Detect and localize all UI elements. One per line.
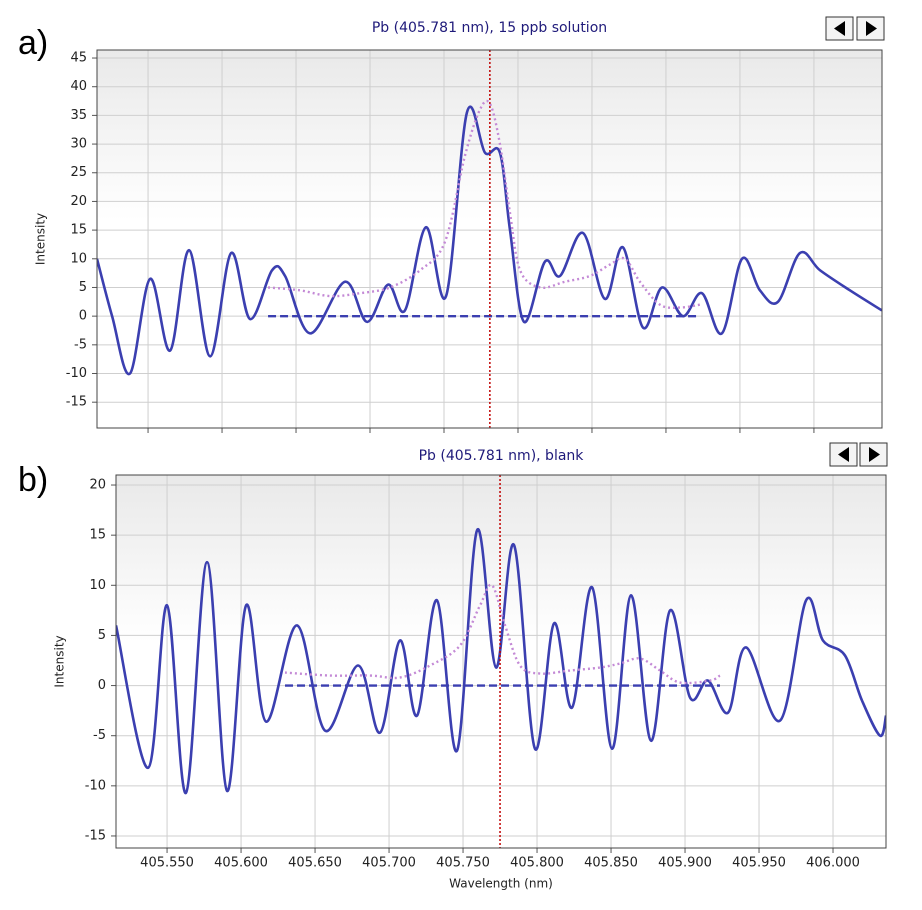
x-tick-label: 405.750 <box>436 856 490 871</box>
y-tick-label: 25 <box>70 165 87 180</box>
y-tick-label: -10 <box>66 366 87 381</box>
y-tick-label: -5 <box>93 728 106 743</box>
plot-frame <box>96 49 883 429</box>
nav-buttons-a <box>825 16 885 41</box>
y-tick-label: 15 <box>70 223 87 238</box>
x-tick-label: 405.700 <box>362 856 416 871</box>
y-tick-label: -10 <box>85 778 106 793</box>
y-tick-label: -15 <box>85 828 106 843</box>
y-tick-label: 10 <box>89 578 106 593</box>
x-tick-label: 405.850 <box>584 856 638 871</box>
plot-background <box>116 475 886 848</box>
x-tick-label: 405.800 <box>510 856 564 871</box>
chart-panel: b) Pb (405.781 nm), blank 20 15 10 5 0 -5 -10 -15… <box>18 448 887 891</box>
y-tick-label: 0 <box>79 309 87 324</box>
x-tick-label: 405.600 <box>214 856 268 871</box>
y-tick-label: 15 <box>89 528 106 543</box>
y-tick-label: 10 <box>70 251 87 266</box>
x-tick-label: 405.550 <box>140 856 194 871</box>
y-tick-label: 20 <box>70 194 87 209</box>
x-tick-label: 405.650 <box>288 856 342 871</box>
y-tick-label: 40 <box>70 79 87 94</box>
nav-buttons-b <box>829 442 888 467</box>
series-line <box>284 583 721 685</box>
y-tick-label: 5 <box>79 280 87 295</box>
x-tick-label: 406.000 <box>806 856 860 871</box>
chart-panel: a) Pb (405.781 nm), 15 ppb solution 45 40 35… <box>18 20 883 433</box>
y-tick-label: 35 <box>70 108 87 123</box>
series-line <box>97 105 882 376</box>
series-line <box>267 99 701 309</box>
y-tick-label: 20 <box>89 478 106 493</box>
panel-label: a) <box>18 24 48 62</box>
plot-area <box>116 475 886 848</box>
chart-title: Pb (405.781 nm), blank <box>419 448 585 464</box>
x-tick-label: 405.900 <box>658 856 712 871</box>
panel-label: b) <box>18 461 48 499</box>
next-icon <box>866 21 877 36</box>
y-tick-label: 5 <box>98 628 106 643</box>
series-line <box>116 528 886 795</box>
next-icon <box>869 447 880 462</box>
y-tick-label: 30 <box>70 137 87 152</box>
prev-icon <box>838 447 849 462</box>
y-tick-label: 45 <box>70 51 87 66</box>
y-tick-label: -15 <box>66 395 87 410</box>
y-axis-label: Intensity <box>53 635 67 687</box>
y-axis-label: Intensity <box>34 213 48 265</box>
y-tick-label: -5 <box>74 337 87 352</box>
plot-area <box>97 50 882 428</box>
plot-frame <box>115 474 887 849</box>
prev-icon <box>834 21 845 36</box>
y-tick-label: 0 <box>98 678 106 693</box>
x-tick-label: 405.950 <box>732 856 786 871</box>
x-axis-label: Wavelength (nm) <box>449 877 553 891</box>
chart-title: Pb (405.781 nm), 15 ppb solution <box>372 20 607 36</box>
